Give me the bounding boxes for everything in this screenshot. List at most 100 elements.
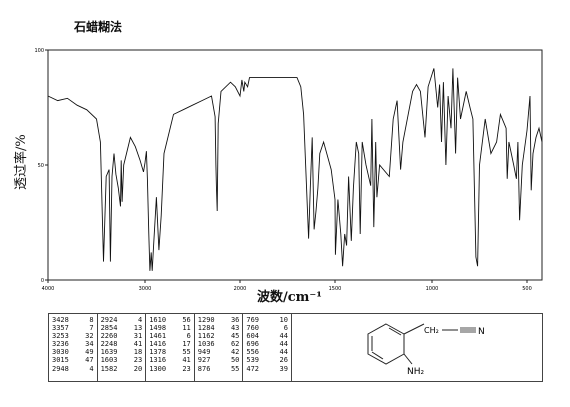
peak-transmittance: 10 bbox=[279, 316, 288, 324]
peak-row: 769 10 bbox=[246, 316, 288, 324]
peak-row: 2248 41 bbox=[101, 340, 143, 348]
peak-row: 696 44 bbox=[246, 340, 288, 348]
peak-wavenumber: 1290 bbox=[197, 316, 215, 324]
peak-row: 1290 36 bbox=[198, 316, 240, 324]
peak-transmittance: 39 bbox=[279, 364, 288, 373]
peak-row: 1378 55 bbox=[149, 348, 191, 356]
peak-transmittance: 26 bbox=[279, 356, 288, 365]
ring-double-bond-3 bbox=[371, 351, 384, 360]
spectrum-line bbox=[47, 68, 543, 271]
peak-wavenumber: 1582 bbox=[100, 364, 118, 373]
peak-transmittance: 41 bbox=[133, 340, 143, 349]
plot-frame bbox=[47, 49, 543, 281]
nh2-label: NH₂ bbox=[407, 367, 425, 377]
peak-wavenumber: 696 bbox=[246, 340, 260, 349]
x-tick-label: 2000 bbox=[234, 286, 247, 292]
peak-wavenumber: 2248 bbox=[100, 340, 118, 349]
peak-transmittance: 44 bbox=[279, 348, 288, 357]
peak-row: 3236 34 bbox=[52, 340, 94, 348]
y-tick-label: 0 bbox=[41, 278, 44, 284]
peak-transmittance: 31 bbox=[133, 332, 143, 341]
peak-wavenumber: 1284 bbox=[197, 324, 215, 333]
peak-wavenumber: 760 bbox=[246, 324, 260, 333]
peak-row: 1416 17 bbox=[149, 340, 191, 348]
peak-wavenumber: 3357 bbox=[52, 324, 69, 333]
peak-row: 3357 7 bbox=[52, 324, 94, 332]
peak-transmittance: 42 bbox=[230, 348, 240, 357]
peak-transmittance: 44 bbox=[279, 332, 288, 341]
peak-row: 2854 13 bbox=[101, 324, 143, 332]
x-tick-label: 3000 bbox=[139, 286, 152, 292]
peak-wavenumber: 1461 bbox=[149, 332, 167, 341]
peak-wavenumber: 1639 bbox=[100, 348, 118, 357]
peak-transmittance: 6 bbox=[283, 324, 288, 333]
peak-column: 1290 36 1284 43 1162 45 1036 62 949 42 927 50 876 55 bbox=[195, 314, 244, 381]
ch2-label: CH₂ bbox=[424, 326, 439, 335]
x-tick-label: 1500 bbox=[329, 286, 342, 292]
peak-transmittance: 4 bbox=[137, 316, 143, 324]
peak-wavenumber: 927 bbox=[197, 356, 211, 365]
n-label: N bbox=[478, 327, 485, 337]
peak-row: 1603 23 bbox=[101, 356, 143, 364]
peak-row: 3253 32 bbox=[52, 332, 94, 340]
y-ticks: 0 50 100 bbox=[34, 48, 48, 284]
peak-wavenumber: 2924 bbox=[100, 316, 118, 324]
peak-row: 2260 31 bbox=[101, 332, 143, 340]
peak-row: 1300 23 bbox=[149, 365, 191, 373]
peak-transmittance: 47 bbox=[85, 356, 94, 365]
peak-row: 556 44 bbox=[246, 348, 288, 356]
peak-wavenumber: 1610 bbox=[149, 316, 167, 324]
peak-row: 3030 49 bbox=[52, 348, 94, 356]
peak-wavenumber: 2260 bbox=[100, 332, 118, 341]
y-tick-label: 100 bbox=[34, 48, 44, 54]
peak-row: 2924 4 bbox=[101, 316, 143, 324]
peak-transmittance: 62 bbox=[230, 340, 240, 349]
peak-wavenumber: 539 bbox=[246, 356, 260, 365]
peak-row: 1036 62 bbox=[198, 340, 240, 348]
ir-spectrum-plot: 0 50 100 4000 3000 2000 1500 1000 500 bbox=[34, 48, 543, 292]
peak-transmittance: 44 bbox=[279, 340, 288, 349]
peak-transmittance: 17 bbox=[182, 340, 191, 349]
peak-transmittance: 43 bbox=[230, 324, 240, 333]
chart-title: 石蜡糊法 bbox=[74, 20, 123, 34]
peak-transmittance: 55 bbox=[230, 364, 240, 373]
ring-double-bond-1 bbox=[388, 327, 402, 336]
peak-column: 3428 8 3357 7 3253 32 3236 34 3030 49 3015 47 2948 4 bbox=[49, 314, 98, 381]
x-tick-label: 500 bbox=[522, 286, 532, 292]
peak-wavenumber: 2854 bbox=[100, 324, 118, 333]
peak-transmittance: 23 bbox=[182, 364, 191, 373]
peak-wavenumber: 949 bbox=[197, 348, 211, 357]
peak-transmittance: 4 bbox=[89, 364, 94, 373]
peak-transmittance: 32 bbox=[85, 332, 94, 341]
peak-row: 1461 6 bbox=[149, 332, 191, 340]
peak-wavenumber: 1603 bbox=[100, 356, 118, 365]
peak-transmittance: 34 bbox=[85, 340, 94, 349]
peak-transmittance: 18 bbox=[133, 348, 143, 357]
peak-wavenumber: 1416 bbox=[149, 340, 167, 349]
peak-row: 1498 11 bbox=[149, 324, 191, 332]
peak-row: 3015 47 bbox=[52, 356, 94, 364]
peak-wavenumber: 2948 bbox=[52, 364, 69, 373]
peak-column: 2924 4 2854 13 2260 31 2248 41 1639 18 1603 23 1582 2… bbox=[98, 314, 147, 381]
peak-transmittance: 11 bbox=[182, 324, 191, 333]
y-tick-label: 50 bbox=[38, 163, 44, 169]
peak-row: 760 6 bbox=[246, 324, 288, 332]
peak-row: 1610 56 bbox=[149, 316, 191, 324]
peak-row: 949 42 bbox=[198, 348, 240, 356]
peak-transmittance: 8 bbox=[89, 316, 94, 324]
peak-row: 1162 45 bbox=[198, 332, 240, 340]
peak-row: 3428 8 bbox=[52, 316, 94, 324]
peak-wavenumber: 769 bbox=[246, 316, 260, 324]
peak-column: 1610 56 1498 11 1461 6 1416 17 1378 55 1316 41 1300 2… bbox=[146, 314, 195, 381]
molecular-structure: CH₂ N NH₂ bbox=[367, 323, 485, 377]
peak-row: 927 50 bbox=[198, 356, 240, 364]
peak-transmittance: 49 bbox=[85, 348, 94, 357]
peak-wavenumber: 1300 bbox=[149, 364, 167, 373]
peak-wavenumber: 3015 bbox=[52, 356, 69, 365]
peak-transmittance: 36 bbox=[230, 316, 240, 324]
peak-transmittance: 56 bbox=[182, 316, 191, 324]
benzene-ring bbox=[367, 323, 405, 365]
peak-wavenumber: 604 bbox=[246, 332, 260, 341]
peak-wavenumber: 1162 bbox=[197, 332, 215, 341]
peak-row: 1639 18 bbox=[101, 348, 143, 356]
